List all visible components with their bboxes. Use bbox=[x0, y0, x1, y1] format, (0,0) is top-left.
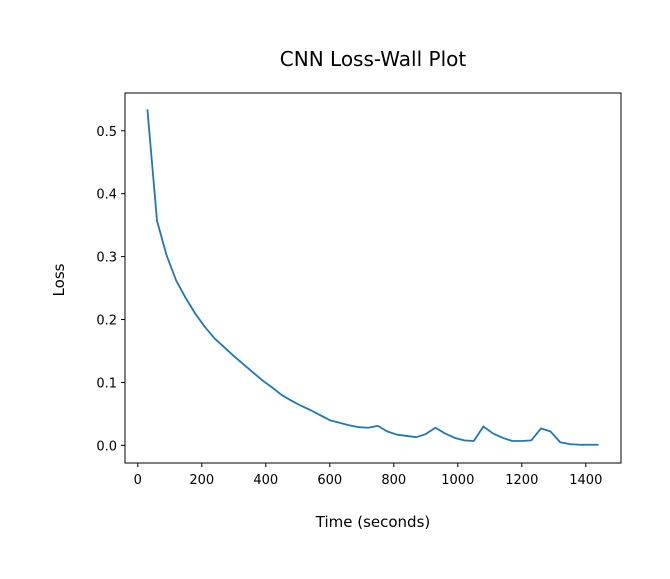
x-tick-label: 200 bbox=[189, 473, 214, 488]
x-tick-label: 1200 bbox=[505, 473, 538, 488]
y-tick-label: 0.1 bbox=[96, 376, 117, 391]
x-tick-label: 600 bbox=[317, 473, 342, 488]
series-layer bbox=[146, 109, 599, 446]
y-tick-label: 0.0 bbox=[96, 439, 117, 454]
x-tick-label: 1400 bbox=[569, 473, 602, 488]
y-tick-label: 0.3 bbox=[96, 251, 117, 266]
x-tick-label: 0 bbox=[134, 473, 142, 488]
x-axis: 0 200 400 600 800 1000 1200 1400 bbox=[134, 463, 602, 488]
x-tick-label: 1000 bbox=[441, 473, 474, 488]
x-tick-label: 800 bbox=[381, 473, 406, 488]
y-tick-label: 0.2 bbox=[96, 314, 117, 329]
x-tick-label: 400 bbox=[253, 473, 278, 488]
y-tick-label: 0.5 bbox=[96, 125, 117, 140]
x-axis-label: Time (seconds) bbox=[315, 513, 431, 531]
chart-title: CNN Loss-Wall Plot bbox=[280, 47, 467, 71]
y-tick-label: 0.4 bbox=[96, 188, 117, 203]
y-axis: 0.0 0.1 0.2 0.3 0.4 0.5 bbox=[96, 125, 125, 454]
loss-series-line bbox=[146, 109, 599, 446]
y-axis-label: Loss bbox=[50, 263, 68, 296]
plot-area-frame bbox=[124, 92, 622, 464]
